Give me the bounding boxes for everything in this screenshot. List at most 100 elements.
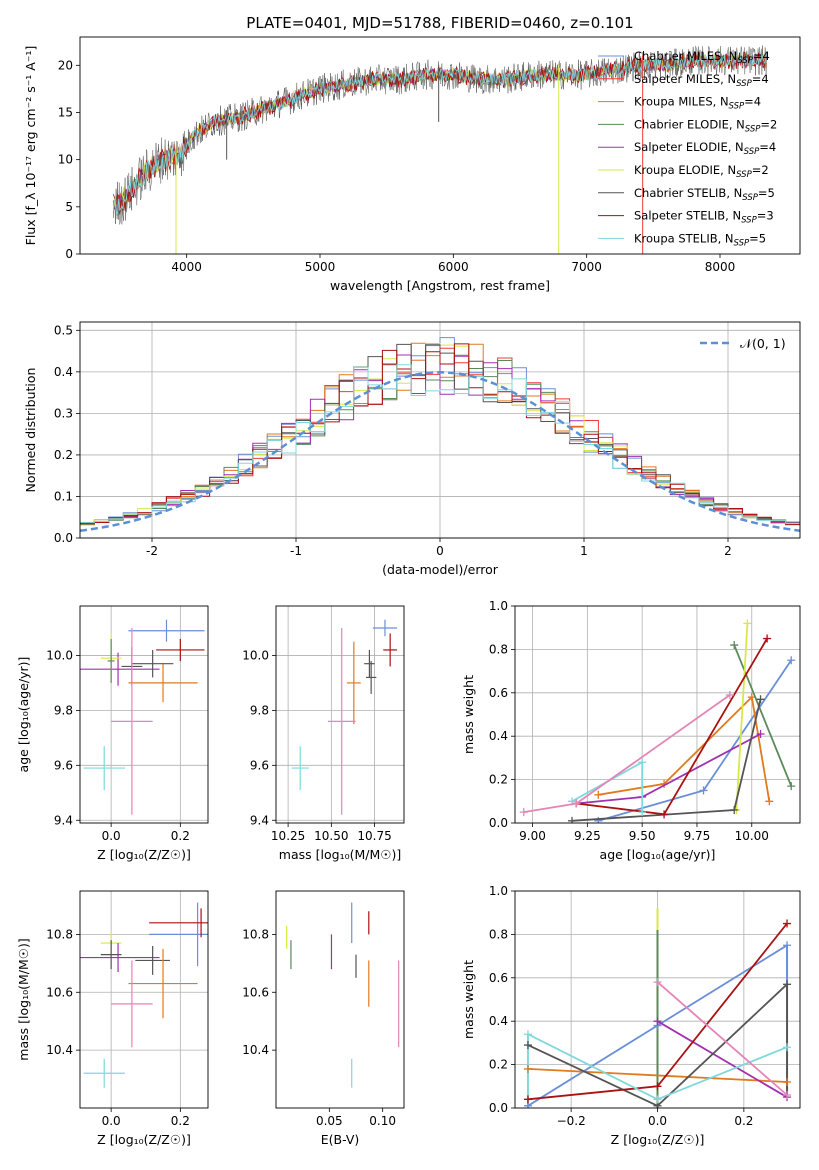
- plus-marker: [783, 1043, 792, 1052]
- x-tick-label: 2: [724, 544, 732, 558]
- plus-marker: [523, 1030, 532, 1039]
- figure-title: PLATE=0401, MJD=51788, FIBERID=0460, z=0…: [246, 14, 633, 32]
- plot-area: [80, 619, 205, 815]
- y-tick-label: 10.0: [242, 648, 269, 662]
- x-tick-label: 10.50: [314, 829, 348, 843]
- y-tick-label: 0: [65, 247, 73, 261]
- y-tick-label: 0.3: [54, 406, 73, 420]
- plus-marker: [568, 816, 576, 823]
- y-tick-label: 0.4: [489, 729, 508, 743]
- y-tick-label: 0.8: [489, 927, 508, 941]
- y-tick-label: 1.0: [489, 599, 508, 613]
- mass-weight-line: [598, 659, 792, 822]
- plus-marker: [725, 690, 734, 699]
- error-bar-point: [128, 948, 198, 1019]
- plus-marker: [523, 1041, 532, 1050]
- plus-marker: [572, 799, 581, 808]
- plot-area: [286, 902, 400, 1088]
- legend-entry: Kroupa MILES, NSSP=4: [634, 95, 761, 112]
- y-tick-label: 0.8: [489, 642, 508, 656]
- x-tick-label: 0.10: [369, 1114, 396, 1128]
- legend-entry: Salpeter ELODIE, NSSP=4: [634, 140, 776, 157]
- legend-entry: Chabrier STELIB, NSSP=5: [634, 186, 775, 203]
- plot-area: [523, 908, 792, 1108]
- plus-marker: [783, 1090, 792, 1099]
- spectrum-line: [112, 53, 767, 215]
- x-tick-label: 0.0: [102, 1114, 121, 1128]
- y-tick-label: 1.0: [489, 884, 508, 898]
- plus-marker: [783, 941, 792, 950]
- y-tick-label: 10.8: [46, 927, 73, 941]
- error-bar-point: [149, 908, 208, 938]
- y-axis-label: mass weight: [461, 960, 476, 1039]
- y-tick-label: 0.6: [489, 686, 508, 700]
- x-axis-label: (data-model)/error: [382, 562, 499, 577]
- x-tick-label: 10.25: [271, 829, 305, 843]
- chart-age_vs_mass: 10.25 10.50 10.75 9.4 9.6 9.8 10.0 mass [log₁₀(…: [242, 605, 405, 862]
- error-bar-point: [80, 943, 160, 973]
- x-axis-label: Z [log₁₀(Z/Z☉)]: [97, 847, 191, 862]
- error-bar-point: [83, 1058, 125, 1088]
- y-tick-label: 10.6: [242, 985, 269, 999]
- plus-marker: [699, 786, 708, 795]
- y-tick-label: 0.2: [489, 1058, 508, 1072]
- x-tick-label: 7000: [571, 260, 602, 274]
- plus-marker: [756, 695, 765, 704]
- chart-mass_vs_ebv: 0.05 0.10 10.4 10.6 10.8 E(B-V): [242, 890, 405, 1147]
- x-axis-label: mass [log₁₀(M/M☉)]: [279, 847, 401, 862]
- y-tick-label: 0.0: [54, 531, 73, 545]
- y-tick-label: 9.8: [250, 703, 269, 717]
- x-tick-label: 9.75: [684, 829, 711, 843]
- plus-marker: [653, 1017, 662, 1026]
- x-tick-label: -1: [290, 544, 302, 558]
- plus-marker: [653, 978, 662, 987]
- x-tick-label: 10.75: [357, 829, 391, 843]
- error-bar-point: [291, 746, 309, 791]
- y-tick-label: 0.0: [489, 1101, 508, 1115]
- y-tick-label: 10.0: [46, 648, 73, 662]
- y-tick-label: 20: [58, 58, 73, 72]
- plus-marker: [787, 656, 796, 665]
- plot-area: [291, 619, 398, 815]
- axes-frame: [79, 36, 801, 255]
- legend: 𝒩(0, 1): [700, 336, 786, 351]
- x-tick-label: 9.00: [519, 829, 546, 843]
- chart-mass_vs_Z: 0.0 0.2 10.4 10.6 10.8 Z [log₁₀(Z/Z☉)] mass [l…: [16, 890, 209, 1147]
- legend-entry: Salpeter STELIB, NSSP=3: [634, 209, 774, 226]
- error-bar-point: [107, 638, 115, 683]
- y-tick-label: 10: [58, 153, 73, 167]
- plus-marker: [594, 790, 603, 799]
- y-axis-label: Normed distribution: [23, 368, 38, 493]
- plot-area: [519, 619, 796, 823]
- axes-frame: [79, 321, 801, 539]
- y-tick-label: 9.8: [54, 703, 73, 717]
- chart-residuals: -2 -1 0 1 2 0.0 0.1 0.2 0.3 0.4 0.5 𝒩(0, 1) (data-mo…: [23, 321, 801, 577]
- y-tick-label: 0.0: [489, 816, 508, 830]
- y-tick-label: 10.4: [46, 1043, 73, 1057]
- legend-entry: Chabrier ELODIE, NSSP=2: [634, 117, 777, 134]
- axes-frame: [514, 890, 801, 1109]
- histogram-series: [80, 364, 800, 524]
- mass-weight-line: [733, 644, 793, 787]
- histogram-series: [80, 343, 800, 524]
- y-tick-label: 0.2: [489, 773, 508, 787]
- x-tick-label: 0.0: [102, 829, 121, 843]
- error-bar-point: [372, 619, 398, 637]
- error-bar-point: [128, 663, 198, 703]
- plus-marker: [783, 919, 792, 928]
- error-bar-point: [364, 649, 375, 678]
- plus-marker: [763, 634, 772, 643]
- plus-marker: [638, 808, 647, 817]
- plot-area: [112, 45, 767, 254]
- chart-spectrum: 4000 5000 6000 7000 8000 0 5 10 15 20 Chabrier MIL…: [23, 36, 801, 293]
- x-tick-label: 1: [580, 544, 588, 558]
- x-axis-label: E(B-V): [321, 1132, 360, 1147]
- plot-area: [80, 902, 208, 1088]
- y-tick-label: 0.6: [489, 971, 508, 985]
- mass-weight-line: [527, 1068, 788, 1083]
- error-bar-point: [83, 746, 125, 791]
- y-axis-label: mass [log₁₀(M/M☉)]: [16, 938, 31, 1060]
- x-tick-label: 8000: [705, 260, 736, 274]
- x-tick-label: −0.2: [557, 1114, 586, 1128]
- plus-marker: [783, 980, 792, 989]
